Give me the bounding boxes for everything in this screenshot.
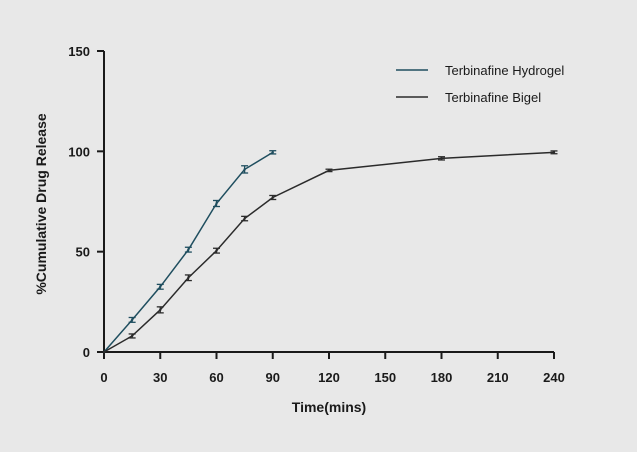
x-tick-label: 30 <box>153 370 167 385</box>
data-point <box>243 168 246 171</box>
data-point <box>130 334 134 338</box>
y-axis: 0 50 100 150 <box>68 44 105 360</box>
data-point <box>271 151 274 154</box>
y-tick-label: 100 <box>68 144 90 159</box>
series-line <box>103 151 555 353</box>
y-tick-label: 150 <box>68 44 90 59</box>
y-tick-label: 0 <box>83 345 90 360</box>
data-point <box>159 285 162 288</box>
x-tick-label: 240 <box>543 370 565 385</box>
data-point <box>440 157 443 160</box>
data-point <box>271 196 274 199</box>
legend: Terbinafine Hydrogel Terbinafine Bigel <box>396 63 564 105</box>
data-point <box>327 169 331 172</box>
data-point <box>159 308 162 312</box>
x-tick-label: 180 <box>431 370 453 385</box>
y-tick-label: 50 <box>76 245 90 260</box>
series-layer <box>102 150 558 354</box>
legend-label: Terbinafine Bigel <box>445 90 541 105</box>
series-1 <box>102 150 277 354</box>
x-axis-title: Time(mins) <box>292 399 366 415</box>
x-tick-label: 150 <box>374 370 396 385</box>
data-point <box>215 249 218 252</box>
legend-label: Terbinafine Hydrogel <box>445 63 564 78</box>
x-tick-label: 90 <box>266 370 280 385</box>
legend-item: Terbinafine Bigel <box>396 90 541 105</box>
y-axis-title: %Cumulative Drug Release <box>33 113 49 294</box>
x-tick-label: 0 <box>100 370 107 385</box>
x-tick-label: 210 <box>487 370 509 385</box>
series-2 <box>102 150 558 354</box>
legend-item: Terbinafine Hydrogel <box>396 63 564 78</box>
data-point <box>130 318 134 322</box>
data-point <box>215 202 218 205</box>
data-point <box>243 217 246 220</box>
data-point <box>102 350 106 354</box>
data-point <box>187 248 190 251</box>
x-axis: 0 30 60 90 120 150 180 210 240 <box>100 351 565 385</box>
x-tick-label: 120 <box>318 370 340 385</box>
data-point <box>187 276 190 279</box>
x-tick-label: 60 <box>209 370 223 385</box>
data-point <box>552 151 556 154</box>
